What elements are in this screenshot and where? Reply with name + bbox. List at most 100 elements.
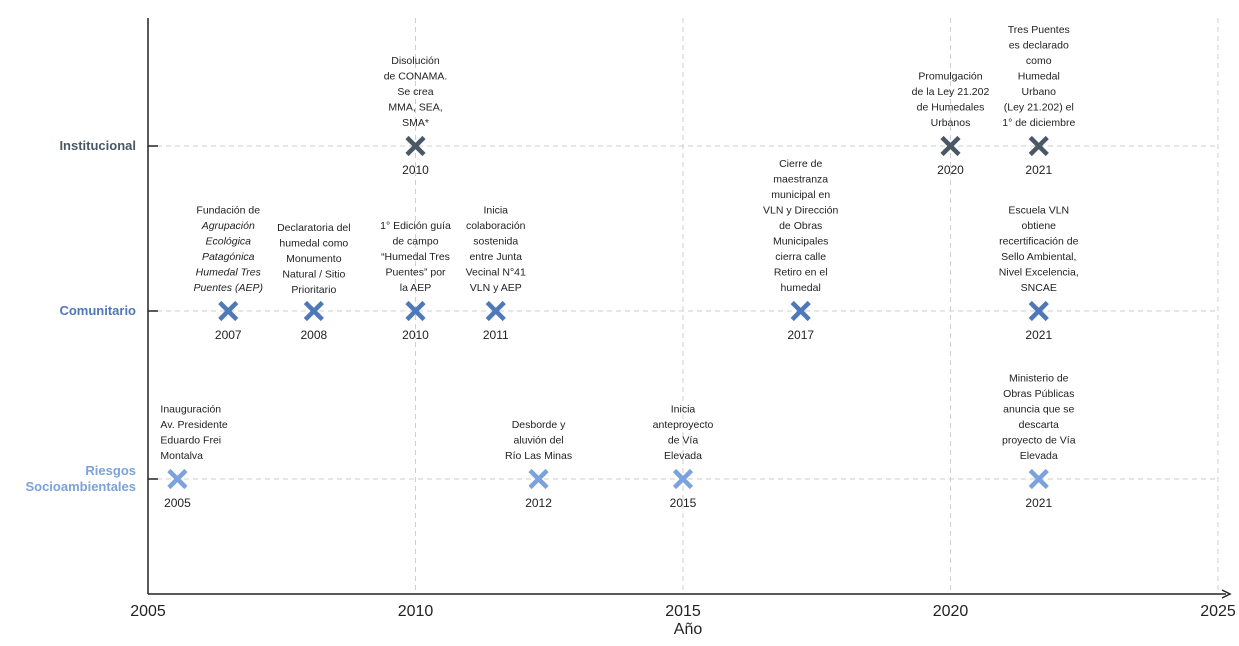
event-annotation-line: Urbano [1022, 86, 1057, 98]
event-annotation-line: de Obras [779, 220, 822, 232]
event-annotation-line: Cierre de [779, 158, 822, 170]
x-marker-icon [940, 135, 961, 157]
event-annotation-line: de CONAMA. [384, 71, 448, 83]
event-mark: 2007 Fundación de Agrupación Ecológica Patag… [194, 205, 263, 343]
event-annotation-line: Retiro en el [774, 267, 828, 279]
event-annotation-line: 1° de diciembre [1002, 117, 1075, 129]
event-annotation-line: descarta [1019, 419, 1059, 431]
event-mark: 2008 Declaratoria del humedal como Monument… [277, 222, 351, 342]
event-annotation-line: Sello Ambiental, [1001, 251, 1076, 263]
x-marker-icon [1028, 135, 1049, 157]
event-annotation-line: proyecto de Vía [1002, 435, 1076, 447]
event-mark: 2011 Inicia colaboración sostenida entre Jun… [466, 205, 526, 343]
x-marker-icon [790, 300, 811, 322]
event-annotation-line: recertificación de [999, 236, 1079, 248]
event-annotation-line: Agrupación [201, 220, 255, 232]
event-annotation-line: anteproyecto [653, 419, 714, 431]
event-annotation-line: maestranza [773, 174, 828, 186]
event-annotation-line: Humedal [1018, 71, 1060, 83]
event-year-label: 2015 [670, 496, 697, 510]
category-label: Institucional [59, 138, 136, 153]
event-annotation-line: Eduardo Frei [160, 435, 221, 447]
x-tick-label: 2025 [1200, 603, 1236, 620]
event-mark: 2010 1° Edición guía de campo “Humedal Tres… [380, 220, 451, 342]
event-annotation-line: SNCAE [1021, 282, 1057, 294]
event-annotation-line: como [1026, 55, 1052, 67]
event-annotation-line: Municipales [773, 236, 828, 248]
event-mark: 2005 Inauguración Av. Presidente Eduardo Fr… [160, 404, 227, 511]
x-axis-title: Año [674, 621, 703, 638]
event-annotation-line: 1° Edición guía [380, 220, 451, 232]
event-annotation-line: Montalva [160, 450, 203, 462]
event-year-label: 2007 [215, 328, 242, 342]
event-year-label: 2017 [787, 328, 814, 342]
event-annotation-line: Fundación de [196, 205, 260, 217]
event-mark: 2015 Inicia anteproyecto de Vía Elevada [653, 404, 714, 511]
event-year-label: 2008 [300, 328, 327, 342]
event-annotation-line: Urbanos [931, 117, 971, 129]
event-marks: 2010 Disolución de CONAMA. Se crea MMA, SEA,… [160, 24, 1078, 510]
event-annotation-line: sostenida [473, 236, 518, 248]
event-annotation-line: de campo [392, 236, 438, 248]
event-annotation-line: (Ley 21.202) el [1004, 102, 1074, 114]
event-mark: 2012 Desborde y aluvión del Río Las Minas [505, 419, 572, 510]
event-annotation-line: Prioritario [291, 284, 336, 296]
event-mark: 2021 Escuela VLN obtiene recertificación de… [999, 205, 1079, 343]
event-year-label: 2021 [1025, 328, 1052, 342]
event-annotation-line: Elevada [1020, 450, 1058, 462]
event-year-label: 2021 [1025, 496, 1052, 510]
event-year-label: 2010 [402, 163, 429, 177]
event-mark: 2021 Ministerio de Obras Públicas anuncia q… [1002, 373, 1076, 511]
event-annotation-line: es declarado [1009, 40, 1069, 52]
event-annotation-line: Inicia [483, 205, 508, 217]
x-ticks: 2005 2010 2015 2020 2025 [130, 603, 1236, 620]
event-annotation-line: VLN y Dirección [763, 205, 838, 217]
x-tick-label: 2010 [398, 603, 434, 620]
x-marker-icon [405, 135, 426, 157]
event-annotation-line: entre Junta [469, 251, 522, 263]
event-annotation-line: Escuela VLN [1008, 205, 1069, 217]
event-annotation-line: Obras Públicas [1003, 388, 1074, 400]
event-annotation-line: Declaratoria del [277, 222, 351, 234]
x-tick-label: 2020 [933, 603, 969, 620]
event-annotation-line: Inauguración [160, 404, 221, 416]
x-marker-icon [485, 300, 506, 322]
event-annotation-line: de la Ley 21.202 [912, 86, 990, 98]
category-label: Socioambientales [25, 479, 136, 494]
event-annotation-line: Se crea [397, 86, 433, 98]
category-label: Riesgos [85, 463, 136, 478]
event-annotation-line: Monumento [286, 253, 342, 265]
x-marker-icon [167, 468, 188, 490]
event-annotation-line: aluvión del [513, 435, 563, 447]
event-annotation-line: Ministerio de [1009, 373, 1069, 385]
category-labels: Institucional Comunitario RiesgosSocioambi… [25, 138, 136, 494]
event-annotation-line: municipal en [771, 189, 830, 201]
event-mark: 2017 Cierre de maestranza municipal en VLN y… [763, 158, 838, 342]
event-annotation-line: MMA, SEA, [388, 102, 442, 114]
event-year-label: 2010 [402, 328, 429, 342]
axes [147, 18, 1232, 599]
event-annotation-line: Humedal Tres [196, 267, 262, 279]
event-annotation-line: anuncia que se [1003, 404, 1074, 416]
x-marker-icon [303, 300, 324, 322]
event-mark: 2021 Tres Puentes es declarado como Humedal U… [1002, 24, 1075, 177]
x-marker-icon [1028, 300, 1049, 322]
event-annotation-line: Av. Presidente [160, 419, 227, 431]
event-annotation-line: Disolución [391, 55, 440, 67]
event-year-label: 2005 [164, 496, 191, 510]
event-mark: 2010 Disolución de CONAMA. Se crea MMA, SEA,… [384, 55, 448, 177]
event-annotation-line: Promulgación [918, 71, 982, 83]
event-annotation-line: de Vía [668, 435, 699, 447]
event-annotation-line: “Humedal Tres [381, 251, 450, 263]
event-annotation-line: colaboración [466, 220, 526, 232]
event-year-label: 2021 [1025, 163, 1052, 177]
event-annotation-line: Ecológica [205, 236, 251, 248]
event-annotation-line: humedal como [279, 238, 348, 250]
event-annotation-line: cierra calle [775, 251, 826, 263]
x-marker-icon [405, 300, 426, 322]
event-year-label: 2012 [525, 496, 552, 510]
x-marker-icon [218, 300, 239, 322]
event-annotation-line: Puentes (AEP) [194, 282, 263, 294]
event-annotation-line: Río Las Minas [505, 450, 572, 462]
